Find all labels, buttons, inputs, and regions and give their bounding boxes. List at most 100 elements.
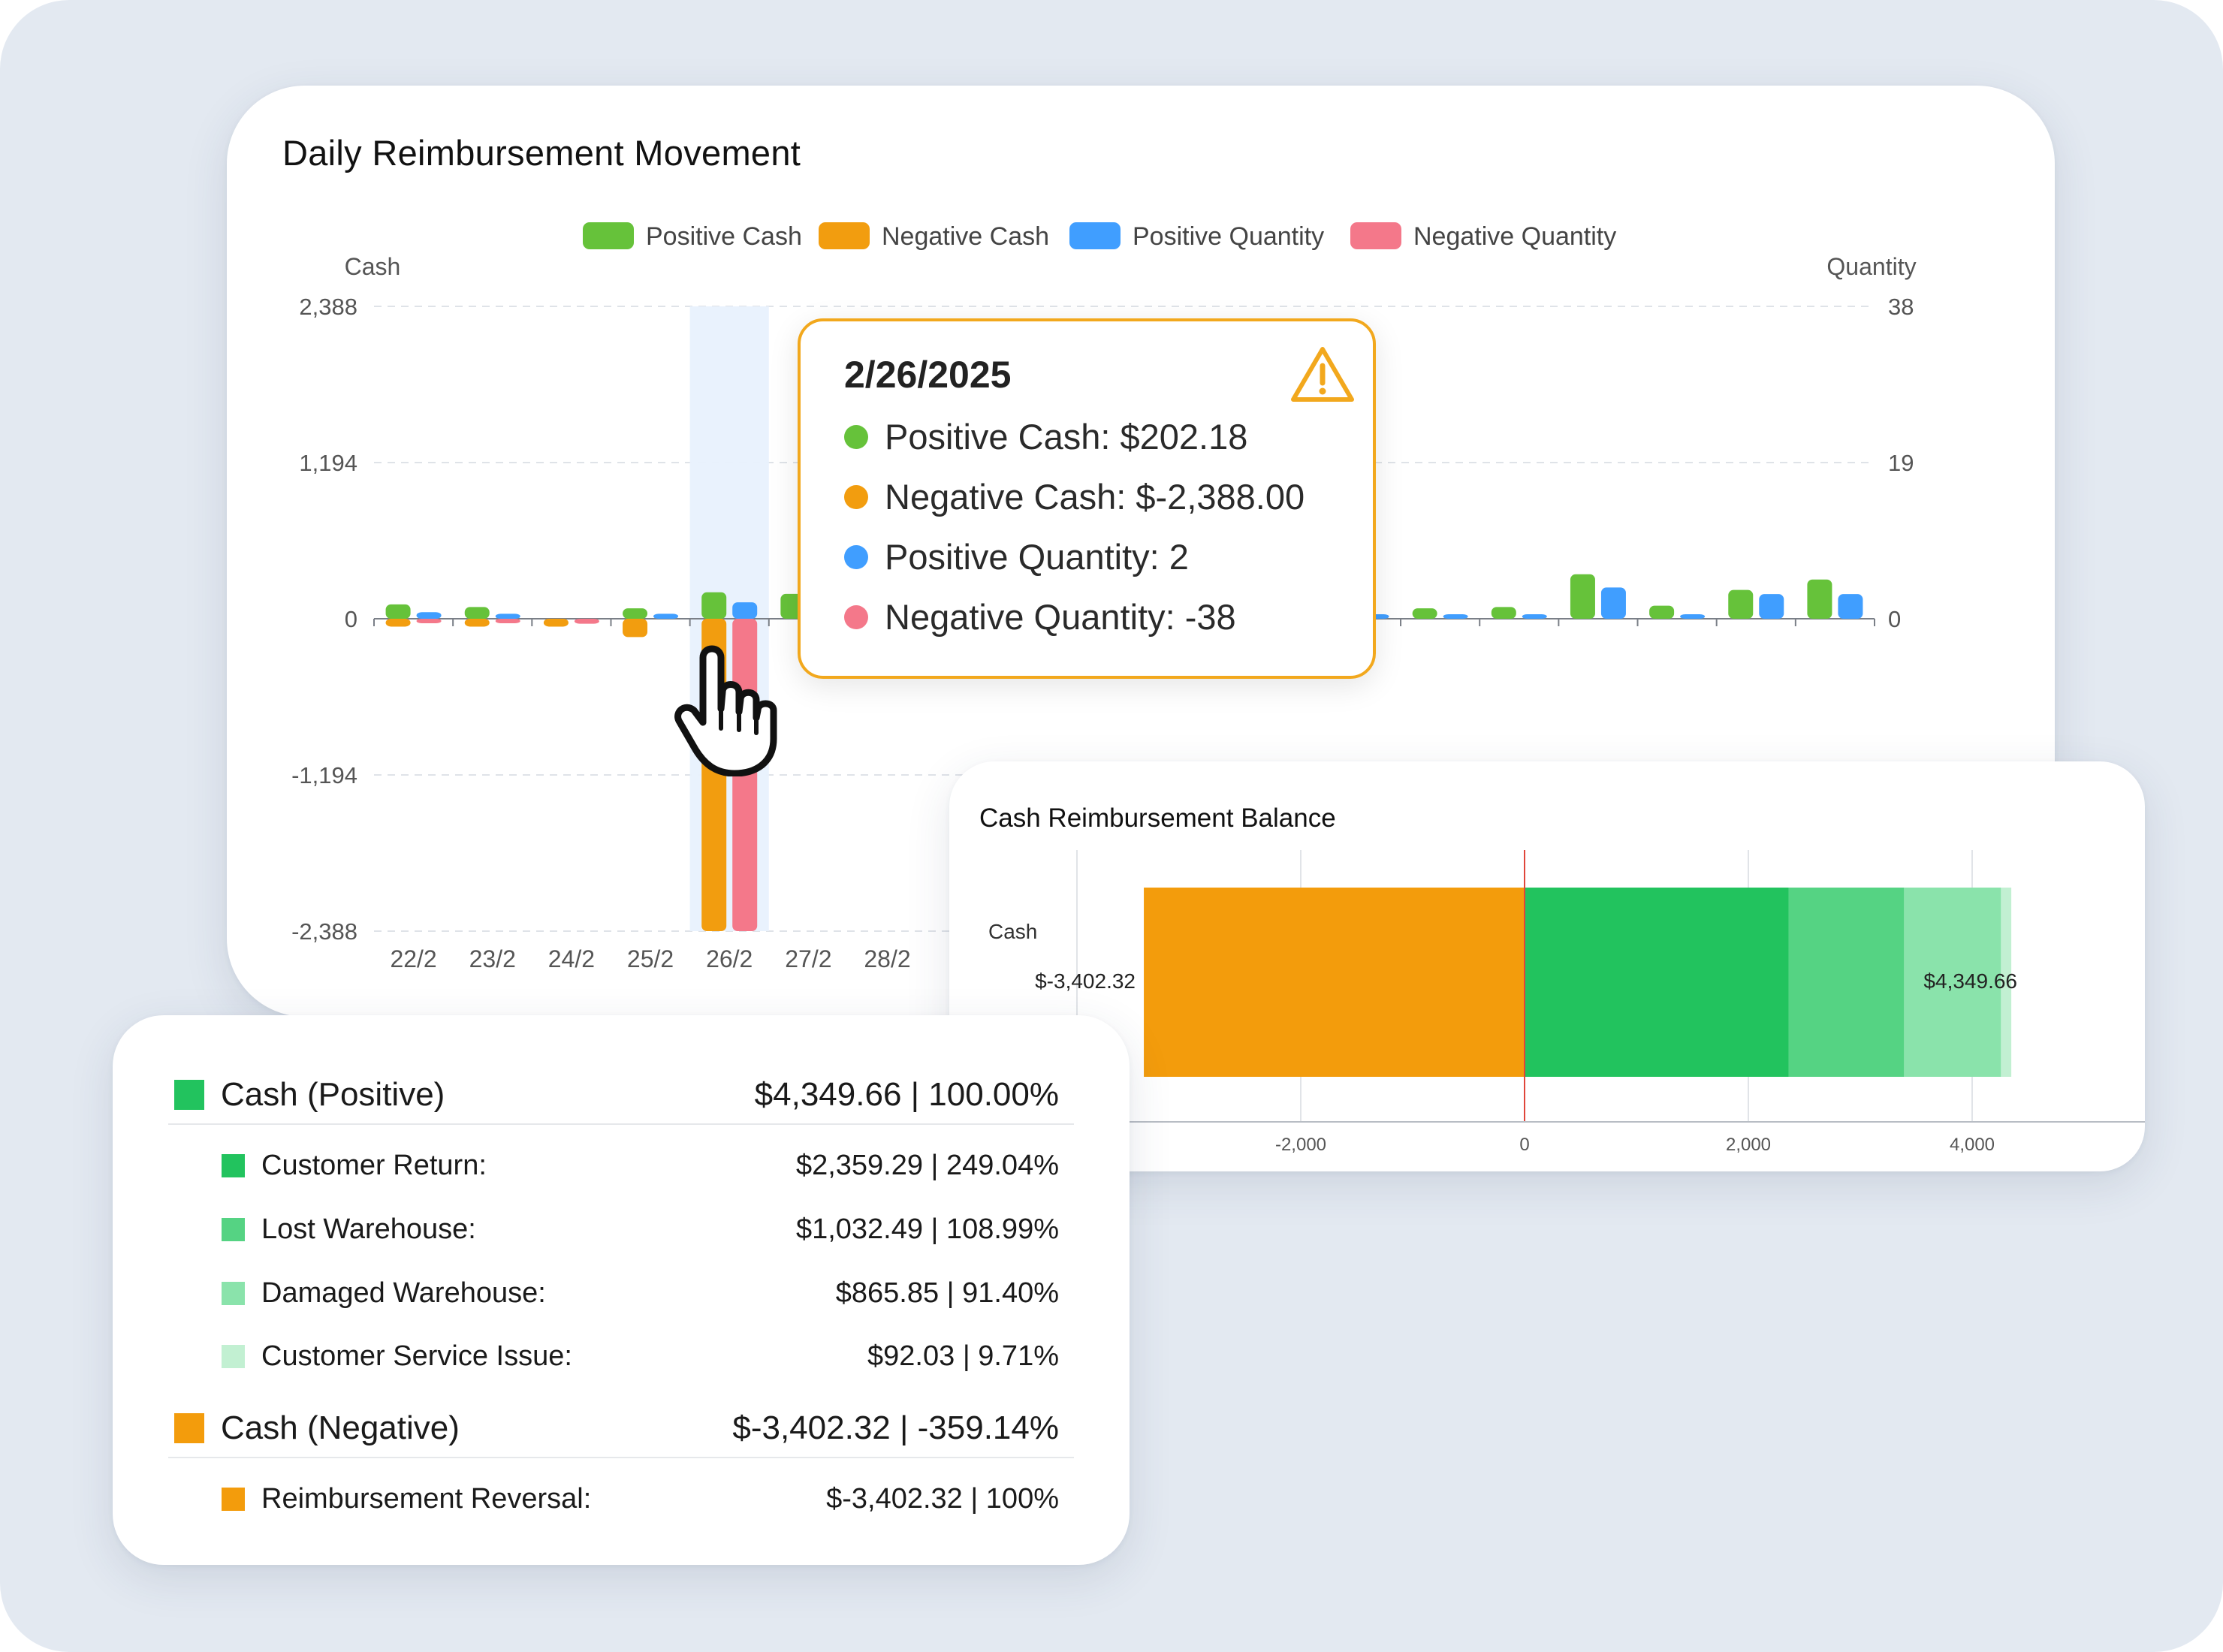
bar-negative-quantity (495, 619, 520, 623)
cash-breakdown-card: Cash (Positive) $4,349.66 | 100.00% Cust… (113, 1015, 1130, 1565)
x-tick-label: 27/2 (785, 945, 831, 972)
tooltip-row-positive-cash: Positive Cash: $202.18 (844, 416, 1247, 457)
balance-segment (1525, 888, 1789, 1077)
balance-segment (2001, 888, 2012, 1077)
group-row-cash-negative[interactable]: Cash (Negative) $-3,402.32 | -359.14% (113, 1400, 1130, 1457)
negative-quantity-dot (844, 604, 868, 629)
tooltip-row-negative-cash: Negative Cash: $-2,388.00 (844, 476, 1305, 517)
tooltip-row-text: Positive Quantity: 2 (885, 537, 1189, 577)
tooltip-row-text: Negative Cash: $-2,388.00 (885, 477, 1305, 517)
tooltip-row-text: Negative Quantity: -38 (885, 597, 1236, 637)
y-tick-label: 1,194 (299, 450, 357, 476)
x-tick-label: 23/2 (469, 945, 516, 972)
bar-positive-quantity (495, 613, 520, 619)
item-label: Damaged Warehouse: (261, 1277, 546, 1309)
item-value: $1,032.49 | 108.99% (795, 1213, 1059, 1245)
legend-label: Negative Cash (882, 222, 1049, 251)
x-tick-label: 2,000 (1726, 1135, 1771, 1155)
group-value: $-3,402.32 | -359.14% (732, 1409, 1059, 1446)
y-tick-label: 2,388 (299, 294, 357, 320)
bar-positive-quantity (1443, 614, 1468, 619)
balance-segment (1904, 888, 2001, 1077)
bar-positive-cash (1570, 574, 1595, 619)
item-label: Lost Warehouse: (261, 1213, 476, 1245)
bar-positive-cash (1412, 608, 1437, 619)
group-label: Cash (Negative) (221, 1409, 460, 1446)
cash-balance-chart[interactable]: -2,000 0 2,000 4,000 Cash $-3,402.32 $4,349.66 (949, 761, 2145, 1171)
y-tick-label: 0 (345, 606, 357, 632)
legend-swatch (222, 1154, 245, 1177)
legend-swatch (174, 1413, 204, 1443)
bar-positive-quantity (1600, 587, 1626, 619)
item-label: Reimbursement Reversal: (261, 1482, 592, 1515)
hand-pointer-cursor-icon (674, 645, 777, 776)
balance-segment (1144, 888, 1525, 1077)
group-label: Cash (Positive) (221, 1076, 445, 1113)
bar-positive-cash (1491, 607, 1516, 619)
legend-label: Positive Quantity (1133, 222, 1324, 251)
x-tick-label: 25/2 (627, 945, 674, 972)
y-axis-title: Cash (345, 253, 401, 280)
y2-tick-label: 19 (1888, 450, 1914, 476)
y-tick-label: -2,388 (291, 918, 357, 945)
bar-negative-cash (464, 619, 490, 627)
item-value: $2,359.29 | 249.04% (795, 1149, 1059, 1181)
tooltip-row-text: Positive Cash: $202.18 (885, 417, 1248, 457)
negative-total-label: $-3,402.32 (1035, 969, 1136, 993)
x-tick-label: 24/2 (548, 945, 595, 972)
legend-swatch (819, 222, 870, 249)
legend-swatch (583, 222, 634, 249)
x-tick-label: 4,000 (1950, 1135, 1995, 1155)
balance-chart-title: Cash Reimbursement Balance (979, 803, 1336, 833)
bar-negative-cash (385, 619, 411, 627)
positive-cash-dot (844, 424, 868, 449)
x-tick-label: -2,000 (1275, 1135, 1326, 1155)
legend-label: Negative Quantity (1413, 222, 1616, 251)
legend-swatch (1069, 222, 1121, 249)
item-value: $865.85 | 91.40% (835, 1277, 1059, 1309)
bar-positive-quantity (1759, 594, 1784, 619)
item-value: $-3,402.32 | 100% (826, 1482, 1059, 1515)
x-tick-label: 22/2 (390, 945, 436, 972)
bar-positive-cash (1649, 605, 1675, 619)
group-row-cash-positive[interactable]: Cash (Positive) $4,349.66 | 100.00% (113, 1066, 1130, 1123)
bar-positive-cash (464, 607, 490, 619)
item-label: Customer Service Issue: (261, 1340, 572, 1372)
negative-cash-dot (844, 484, 868, 509)
y-tick-label: -1,194 (291, 762, 357, 788)
bar-positive-quantity (1838, 594, 1863, 619)
tooltip-date: 2/26/2025 (844, 354, 1012, 396)
positive-quantity-dot (844, 544, 868, 569)
bar-positive-cash (623, 608, 648, 619)
item-row-reimbursement-reversal: Reimbursement Reversal: $-3,402.32 | 100… (113, 1473, 1130, 1524)
divider (168, 1457, 1074, 1458)
bar-positive-quantity (416, 612, 442, 619)
item-value: $92.03 | 9.71% (867, 1340, 1059, 1372)
bar-positive-quantity (1522, 614, 1547, 619)
y2-tick-label: 0 (1888, 606, 1901, 632)
bar-positive-quantity (1680, 614, 1706, 619)
item-row-damaged-warehouse: Damaged Warehouse: $865.85 | 91.40% (113, 1268, 1130, 1319)
legend-swatch (174, 1080, 204, 1110)
legend-label: Positive Cash (646, 222, 802, 251)
bar-negative-quantity (416, 619, 442, 623)
bar-positive-cash (1807, 579, 1832, 619)
bar-positive-quantity (732, 602, 758, 619)
bar-positive-cash (1728, 589, 1754, 619)
chart-title: Daily Reimbursement Movement (282, 133, 801, 173)
chart-tooltip: 2/26/2025 Positive Cash: $202.18 Negativ… (798, 318, 1376, 679)
balance-segment (1788, 888, 1905, 1077)
item-row-customer-service-issue: Customer Service Issue: $92.03 | 9.71% (113, 1331, 1130, 1382)
legend-swatch (222, 1488, 245, 1511)
item-row-lost-warehouse: Lost Warehouse: $1,032.49 | 108.99% (113, 1204, 1130, 1255)
positive-total-label: $4,349.66 (1923, 969, 2017, 993)
item-row-customer-return: Customer Return: $2,359.29 | 249.04% (113, 1140, 1130, 1191)
legend-swatch (222, 1218, 245, 1241)
y2-tick-label: 38 (1888, 294, 1914, 320)
tooltip-row-positive-quantity: Positive Quantity: 2 (844, 536, 1189, 577)
x-tick-label: 0 (1519, 1135, 1529, 1155)
category-label: Cash (988, 920, 1037, 943)
bar-negative-quantity (574, 619, 599, 624)
item-label: Customer Return: (261, 1149, 487, 1181)
